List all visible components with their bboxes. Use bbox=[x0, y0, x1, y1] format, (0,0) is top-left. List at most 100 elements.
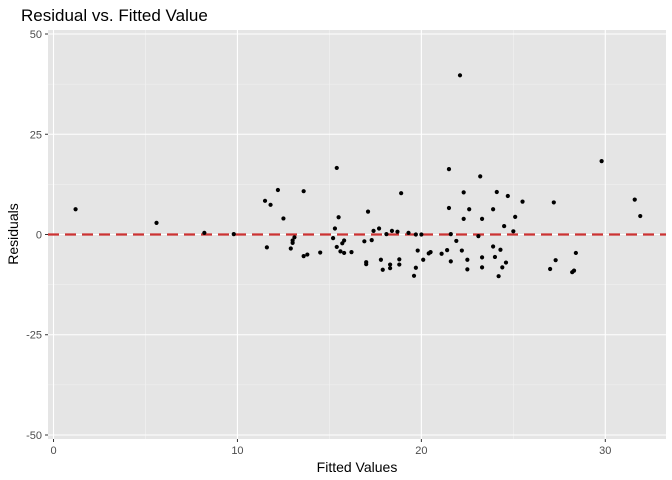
data-point bbox=[154, 220, 159, 225]
data-point bbox=[288, 246, 293, 251]
data-point bbox=[406, 230, 411, 235]
chart-title: Residual vs. Fitted Value bbox=[21, 6, 208, 25]
data-point bbox=[457, 73, 463, 78]
x-axis-label: Fitted Values bbox=[317, 459, 398, 475]
data-point bbox=[465, 267, 470, 272]
data-point bbox=[498, 247, 503, 252]
data-point bbox=[502, 223, 507, 229]
data-points bbox=[73, 73, 643, 279]
data-point bbox=[371, 228, 376, 233]
data-point bbox=[479, 216, 485, 221]
data-point bbox=[571, 268, 577, 273]
data-point bbox=[479, 255, 485, 260]
data-point bbox=[413, 232, 418, 237]
data-point bbox=[520, 199, 525, 204]
data-point bbox=[365, 209, 371, 214]
data-point bbox=[301, 189, 306, 194]
data-point bbox=[334, 165, 339, 171]
data-point bbox=[439, 251, 444, 256]
data-point bbox=[548, 266, 553, 272]
x-tick-label: 20 bbox=[415, 445, 427, 457]
data-point bbox=[202, 230, 207, 235]
data-point bbox=[334, 244, 339, 250]
data-point bbox=[491, 207, 496, 212]
data-point bbox=[492, 254, 498, 260]
data-point bbox=[292, 235, 297, 240]
data-point bbox=[599, 159, 604, 164]
data-point bbox=[491, 244, 496, 249]
data-point bbox=[369, 238, 374, 243]
data-point bbox=[364, 262, 369, 267]
x-tick-label: 0 bbox=[50, 445, 56, 457]
data-point bbox=[421, 257, 426, 262]
data-point bbox=[336, 215, 341, 220]
y-tick-label: -50 bbox=[26, 430, 42, 442]
data-point bbox=[411, 273, 417, 278]
data-point bbox=[479, 265, 485, 270]
data-point bbox=[465, 257, 470, 262]
data-point bbox=[446, 205, 452, 211]
data-point bbox=[551, 200, 556, 205]
data-point bbox=[638, 213, 643, 219]
data-point bbox=[262, 198, 268, 203]
data-point bbox=[389, 228, 395, 233]
data-point bbox=[290, 238, 295, 243]
data-point bbox=[330, 236, 336, 241]
data-point bbox=[318, 250, 323, 255]
x-tick-label: 30 bbox=[599, 445, 611, 457]
data-point bbox=[264, 245, 269, 250]
data-point bbox=[301, 254, 306, 259]
data-point bbox=[573, 250, 578, 256]
data-point bbox=[231, 231, 236, 237]
data-point bbox=[413, 265, 418, 270]
data-point bbox=[415, 248, 420, 253]
data-point bbox=[332, 226, 338, 231]
y-tick-label: 50 bbox=[30, 29, 42, 41]
data-point bbox=[500, 265, 505, 270]
data-point bbox=[349, 250, 354, 255]
data-point bbox=[459, 248, 464, 253]
y-tick-label: 0 bbox=[36, 230, 42, 242]
data-point bbox=[342, 238, 347, 243]
data-point bbox=[513, 214, 518, 219]
data-point bbox=[268, 202, 273, 207]
data-point bbox=[503, 260, 509, 265]
data-point bbox=[342, 250, 347, 256]
data-point bbox=[478, 174, 483, 179]
y-tick-label: -25 bbox=[26, 330, 42, 342]
data-point bbox=[428, 250, 433, 255]
data-point bbox=[496, 274, 501, 279]
data-point bbox=[384, 231, 389, 237]
data-point bbox=[376, 226, 382, 231]
x-axis-ticks: 0 10 20 30 bbox=[50, 439, 611, 457]
data-point bbox=[553, 258, 558, 263]
data-point bbox=[338, 249, 343, 254]
data-point bbox=[275, 187, 281, 193]
y-axis-label: Residuals bbox=[5, 203, 21, 264]
data-point bbox=[461, 190, 466, 195]
data-point bbox=[454, 238, 459, 244]
data-point bbox=[467, 207, 472, 212]
data-point bbox=[305, 252, 310, 257]
data-point bbox=[505, 193, 510, 199]
data-point bbox=[388, 262, 393, 267]
data-point bbox=[476, 234, 481, 239]
data-point bbox=[445, 248, 450, 253]
data-point bbox=[448, 259, 453, 264]
data-point bbox=[378, 257, 384, 262]
data-point bbox=[397, 262, 402, 267]
data-point bbox=[362, 239, 367, 244]
data-point bbox=[399, 191, 404, 196]
data-point bbox=[494, 189, 499, 195]
data-point bbox=[73, 207, 78, 212]
data-point bbox=[448, 231, 453, 237]
data-point bbox=[397, 257, 402, 262]
data-point bbox=[446, 167, 452, 172]
y-tick-label: 25 bbox=[30, 129, 42, 141]
data-point bbox=[461, 216, 466, 221]
data-point bbox=[380, 267, 385, 272]
data-point bbox=[395, 229, 400, 234]
data-point bbox=[511, 229, 516, 234]
y-axis-ticks: -50 -25 0 25 50 bbox=[26, 29, 48, 442]
